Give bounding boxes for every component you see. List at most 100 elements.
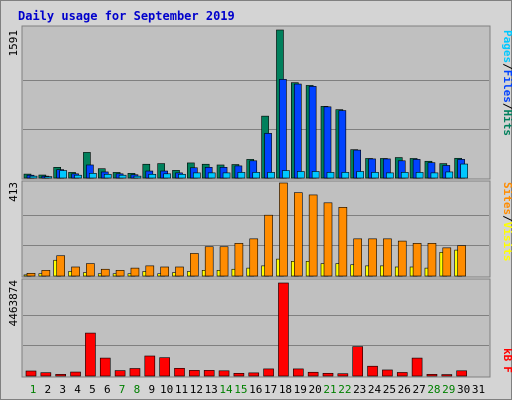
x-tick-label-day-14: 14 (219, 383, 233, 396)
x-tick-label-day-7: 7 (119, 383, 126, 396)
bar-pages-day-29 (445, 171, 454, 179)
legend-f: F (501, 366, 512, 373)
bar-sites-day-19 (293, 192, 303, 277)
bar-sites-day-9 (145, 265, 155, 277)
bar-sites-day-23 (353, 238, 363, 277)
legend-sep-1: / (501, 63, 512, 70)
bar-pages-day-13 (207, 172, 216, 179)
bar-kbf-day-14 (218, 370, 230, 377)
bar-sites-day-21 (323, 202, 333, 277)
x-tick-label-day-24: 24 (368, 383, 382, 396)
bar-pages-day-1 (29, 175, 38, 179)
panel-hits (21, 25, 491, 180)
bar-pages-day-30 (460, 163, 468, 179)
bar-kbf-day-1 (25, 370, 37, 377)
bar-pages-day-20 (311, 171, 320, 179)
x-tick-label-day-4: 4 (74, 383, 81, 396)
x-tick-label-day-27: 27 (412, 383, 425, 396)
bar-kbf-day-22 (337, 373, 349, 377)
bar-pages-day-14 (222, 172, 231, 179)
bar-pages-day-21 (326, 172, 335, 179)
bar-sites-day-20 (308, 194, 318, 277)
x-tick-label-day-1: 1 (30, 383, 37, 396)
x-tick-label-day-8: 8 (134, 383, 141, 396)
x-tick-label-day-6: 6 (104, 383, 111, 396)
bar-sites-day-12 (190, 253, 199, 277)
bar-pages-day-16 (252, 172, 261, 179)
x-tick-label-day-10: 10 (160, 383, 173, 396)
bar-sites-day-22 (338, 207, 348, 277)
bar-sites-day-14 (219, 246, 229, 277)
bar-kbf-day-11 (174, 367, 185, 377)
bar-kbf-day-18 (278, 282, 289, 377)
x-tick-label-day-30: 30 (457, 383, 470, 396)
legend-visits: Sites/Visits (501, 182, 512, 262)
x-tick-label-day-25: 25 (383, 383, 396, 396)
legend-sep-2: / (501, 103, 512, 110)
bar-sites-day-29 (442, 247, 452, 277)
x-tick-label-day-5: 5 (89, 383, 96, 396)
x-tick-label-day-31: 31 (472, 383, 485, 396)
bar-kbf-day-26 (396, 372, 408, 377)
bar-pages-day-10 (163, 173, 171, 179)
bar-sites-day-28 (427, 243, 437, 277)
bar-sites-day-6 (100, 268, 110, 277)
bar-pages-day-17 (267, 172, 275, 179)
bar-pages-day-8 (133, 175, 142, 179)
legend-sep-3: / (501, 215, 512, 222)
bar-pages-day-4 (74, 174, 82, 179)
legend-kbf: kB F (501, 348, 512, 373)
bar-sites-day-24 (368, 238, 377, 277)
bar-kbf-day-12 (189, 370, 200, 377)
bar-kbf-day-9 (144, 355, 156, 377)
chart-title: Daily usage for September 2019 (18, 9, 235, 23)
x-tick-label-day-3: 3 (59, 383, 66, 396)
x-tick-label-day-26: 26 (398, 383, 411, 396)
bar-sites-day-5 (86, 263, 95, 277)
legend-hits-label: Hits (501, 110, 512, 137)
y-max-label-visits: 413 (7, 182, 20, 202)
bar-kbf-day-23 (352, 346, 364, 377)
bar-kbf-day-16 (248, 372, 260, 377)
bar-sites-day-25 (383, 238, 392, 277)
bar-files-day-18 (279, 79, 287, 179)
bar-sites-day-1 (26, 272, 36, 277)
bar-kbf-day-30 (456, 370, 467, 377)
x-tick-label-day-29: 29 (442, 383, 455, 396)
x-tick-label-day-20: 20 (309, 383, 322, 396)
bar-kbf-day-2 (40, 372, 52, 377)
bar-pages-day-9 (148, 173, 157, 179)
bar-pages-day-11 (178, 173, 186, 179)
bar-pages-day-23 (356, 171, 365, 179)
x-tick-label-day-18: 18 (279, 383, 292, 396)
bar-kbf-day-4 (70, 371, 81, 377)
bar-pages-day-3 (59, 170, 68, 179)
bar-pages-day-22 (341, 172, 350, 179)
bar-kbf-day-6 (99, 357, 111, 377)
bar-kbf-day-13 (203, 370, 215, 377)
bar-kbf-day-19 (292, 368, 304, 377)
x-tick-label-day-17: 17 (264, 383, 277, 396)
legend-files: Files (501, 70, 512, 103)
bar-sites-day-2 (41, 270, 51, 277)
bar-pages-day-26 (400, 172, 409, 179)
bar-sites-day-10 (160, 266, 169, 277)
bar-files-day-22 (338, 110, 347, 179)
bar-pages-day-24 (371, 172, 379, 179)
x-tick-label-day-16: 16 (249, 383, 262, 396)
bar-kbf-day-21 (322, 372, 334, 377)
bar-pages-day-19 (296, 171, 305, 179)
bar-pages-day-25 (386, 172, 394, 179)
bars (23, 29, 468, 377)
bar-kbf-day-8 (129, 368, 141, 377)
bar-sites-day-27 (412, 243, 422, 277)
bar-kbf-day-25 (382, 369, 393, 377)
legend-sites: Sites (501, 182, 512, 215)
bar-kbf-day-15 (233, 372, 245, 377)
x-tick-label-day-11: 11 (175, 383, 188, 396)
bar-pages-day-12 (193, 172, 201, 179)
bar-sites-day-7 (115, 270, 125, 277)
bar-files-day-19 (293, 83, 302, 179)
bar-pages-day-18 (282, 170, 290, 179)
bar-pages-day-6 (103, 173, 112, 179)
